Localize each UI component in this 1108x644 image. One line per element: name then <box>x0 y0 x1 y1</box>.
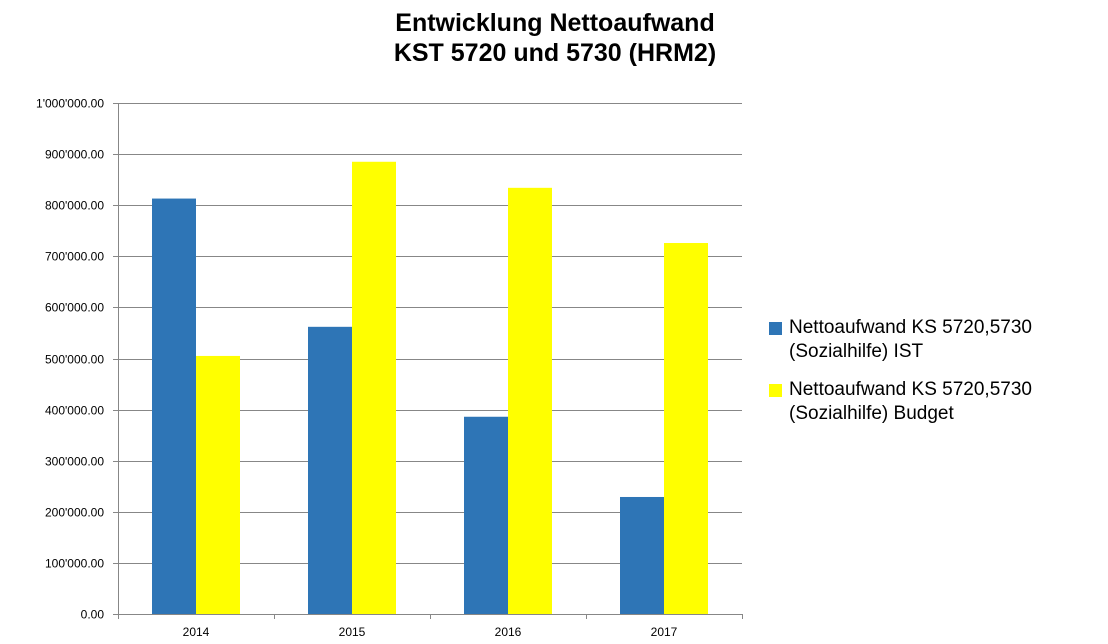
y-tick-label: 1'000'000.00 <box>36 97 104 111</box>
chart-title-line-1: Entwicklung Nettoaufwand <box>395 9 715 37</box>
legend-label-ist: Nettoaufwand KS 5720,5730 (Sozialhilfe) … <box>789 317 1032 362</box>
x-tick-label: 2016 <box>495 625 522 639</box>
y-tick-label: 200'000.00 <box>45 506 104 520</box>
y-tick-label: 0.00 <box>81 608 105 622</box>
legend-swatch-budget <box>769 384 782 397</box>
y-tick-label: 300'000.00 <box>45 455 104 469</box>
legend-label-budget: Nettoaufwand KS 5720,5730 (Sozialhilfe) … <box>789 379 1032 424</box>
legend-swatch-ist <box>769 322 782 335</box>
bars <box>152 161 708 615</box>
bar-budget-2017 <box>664 243 708 614</box>
chart-title-line-2: KST 5720 und 5730 (HRM2) <box>393 39 717 67</box>
legend-item-budget: Nettoaufwand KS 5720,5730 (Sozialhilfe) … <box>769 378 1108 426</box>
bar-ist-2014 <box>152 198 196 614</box>
y-tick-label: 900'000.00 <box>45 148 104 162</box>
legend: Nettoaufwand KS 5720,5730 (Sozialhilfe) … <box>769 316 1108 440</box>
bar-budget-2015 <box>352 161 396 614</box>
y-tick-label: 400'000.00 <box>45 404 104 418</box>
chart-title: Entwicklung Nettoaufwand KST 5720 und 57… <box>0 8 1108 68</box>
x-tick-label: 2017 <box>651 625 678 639</box>
bar-ist-2017 <box>620 496 664 614</box>
y-tick-label: 500'000.00 <box>45 353 104 367</box>
bar-ist-2015 <box>308 326 352 614</box>
tick-labels: 0.00 100'000.00 200'000.00 300'000.00 400'00… <box>36 97 678 640</box>
y-tick-label: 100'000.00 <box>45 557 104 571</box>
x-tick-label: 2014 <box>183 625 210 639</box>
x-tick-label: 2015 <box>339 625 366 639</box>
y-tick-label: 700'000.00 <box>45 250 104 264</box>
bar-ist-2016 <box>464 416 508 614</box>
bar-budget-2016 <box>508 187 552 615</box>
axes <box>113 103 743 619</box>
legend-item-ist: Nettoaufwand KS 5720,5730 (Sozialhilfe) … <box>769 316 1108 364</box>
y-tick-label: 800'000.00 <box>45 199 104 213</box>
y-tick-label: 600'000.00 <box>45 301 104 315</box>
bar-budget-2014 <box>196 355 240 614</box>
